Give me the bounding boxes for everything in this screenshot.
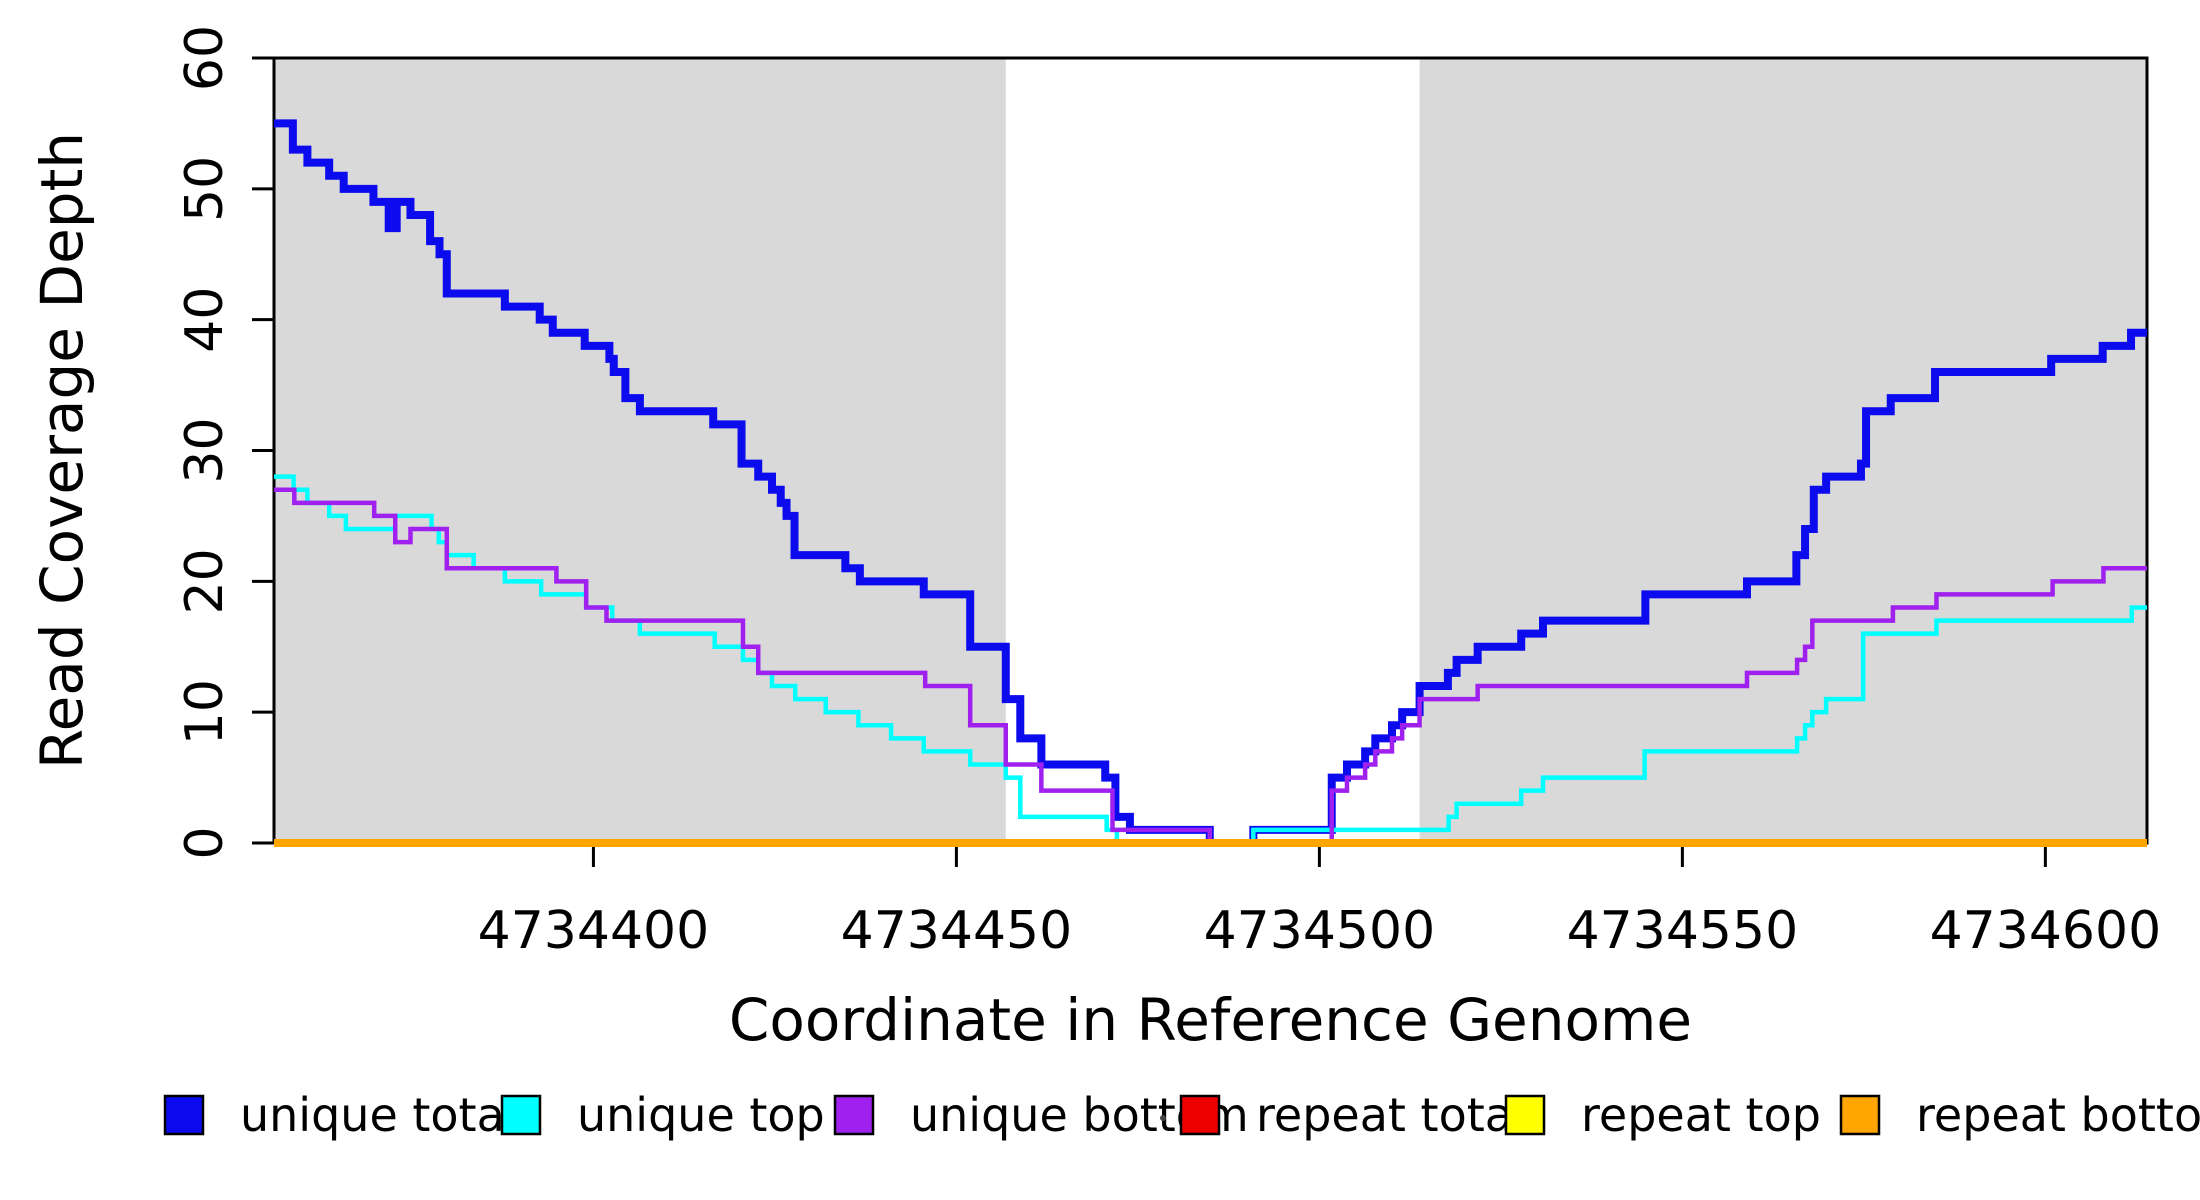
- legend-label-unique-total: unique total: [240, 1088, 518, 1142]
- x-tick-label: 4734500: [1204, 901, 1436, 961]
- y-tick-label: 0: [175, 826, 235, 859]
- y-tick-label: 20: [175, 548, 235, 614]
- stray-dot: [1160, 1115, 1166, 1121]
- legend-swatch-repeat-bottom: [1839, 1094, 1881, 1136]
- series-unique-top: [274, 474, 2147, 846]
- legend-label-repeat-total: repeat total: [1256, 1088, 1526, 1142]
- series-unique-total: [274, 119, 2147, 847]
- legend-label-repeat-bottom: repeat bottom: [1916, 1088, 2200, 1142]
- right-gray-region: [1419, 58, 2147, 843]
- x-tick-label: 4734400: [478, 901, 710, 961]
- x-tick-label: 4734600: [1930, 901, 2162, 961]
- legend-swatch-repeat-top: [1504, 1094, 1546, 1136]
- y-tick-label: 30: [175, 417, 235, 483]
- legend-swatch-repeat-total: [1179, 1094, 1221, 1136]
- left-gray-region: [274, 58, 1006, 843]
- y-tick-label: 50: [175, 156, 235, 222]
- legend-label-repeat-top: repeat top: [1581, 1088, 1821, 1142]
- x-tick-label: 4734450: [841, 901, 1073, 961]
- legend-swatch-unique-total: [163, 1094, 205, 1136]
- y-tick-label: 10: [175, 679, 235, 745]
- y-axis-title: Read Coverage Depth: [28, 132, 96, 769]
- x-axis-title: Coordinate in Reference Genome: [729, 986, 1692, 1054]
- legend-label-unique-top: unique top: [577, 1088, 825, 1142]
- y-tick-label: 60: [175, 25, 235, 91]
- legend-swatch-unique-bottom: [833, 1094, 875, 1136]
- x-tick-label: 4734550: [1567, 901, 1799, 961]
- y-tick-label: 40: [175, 287, 235, 353]
- legend-swatch-unique-top: [500, 1094, 542, 1136]
